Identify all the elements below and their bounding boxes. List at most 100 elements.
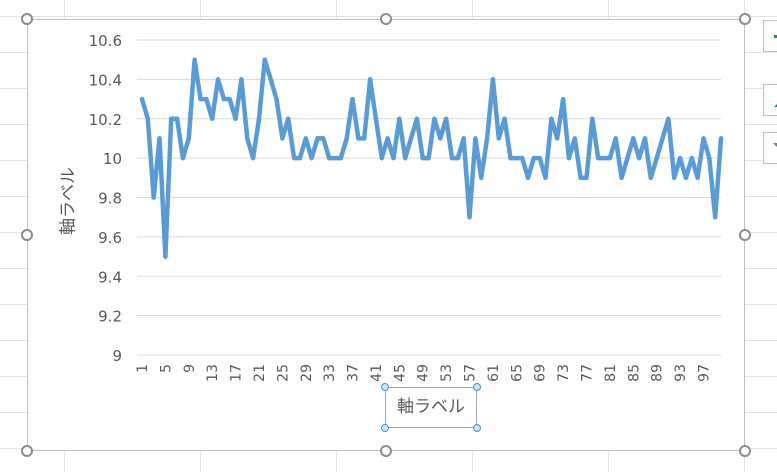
data-point <box>373 116 379 121</box>
resize-handle[interactable] <box>21 445 33 457</box>
data-point <box>245 136 250 141</box>
data-point <box>537 155 542 161</box>
data-point <box>461 136 466 141</box>
data-point <box>601 155 607 161</box>
data-point <box>449 155 455 161</box>
data-point <box>262 57 268 62</box>
data-point <box>438 136 443 141</box>
data-point <box>560 96 566 102</box>
data-point <box>227 96 232 102</box>
y-axis-title[interactable]: 軸ラベル <box>58 167 79 235</box>
data-point <box>344 136 349 141</box>
data-point <box>321 136 326 141</box>
x-tick-label: 37 <box>346 364 362 382</box>
resize-handle[interactable] <box>739 13 751 25</box>
data-point <box>712 214 718 220</box>
data-point <box>677 155 683 161</box>
resize-handle[interactable] <box>21 229 33 241</box>
data-point <box>420 155 425 161</box>
data-point <box>654 155 659 161</box>
y-tick-label: 10.2 <box>89 111 122 129</box>
data-point <box>683 175 689 181</box>
data-point <box>718 136 724 141</box>
data-point <box>280 136 285 141</box>
data-point <box>385 136 390 141</box>
data-point <box>613 136 618 141</box>
y-tick-label: 9 <box>112 347 122 365</box>
data-point <box>362 136 367 141</box>
data-point <box>584 175 589 181</box>
y-tick-label: 9.6 <box>98 229 122 247</box>
data-point <box>291 155 297 161</box>
data-point <box>572 136 577 141</box>
chart-styles-button[interactable] <box>763 84 777 116</box>
data-point <box>145 116 151 121</box>
data-point <box>391 155 396 161</box>
data-point <box>701 136 706 141</box>
data-point <box>326 155 332 161</box>
data-point <box>426 155 431 161</box>
x-tick-label: 93 <box>673 364 689 382</box>
resize-handle[interactable] <box>380 13 392 25</box>
data-point <box>286 116 291 121</box>
data-point <box>198 96 203 102</box>
x-axis-title[interactable]: 軸ラベル <box>397 397 465 417</box>
data-point <box>525 175 531 181</box>
resize-handle[interactable] <box>739 229 751 241</box>
resize-handle[interactable] <box>21 13 33 25</box>
data-point <box>233 116 238 121</box>
x-tick-label: 25 <box>275 364 291 382</box>
data-point <box>519 155 525 161</box>
data-point <box>432 116 437 121</box>
selection-handle[interactable] <box>381 383 389 391</box>
x-axis-title-selection[interactable] <box>385 387 477 428</box>
y-tick-label: 10.6 <box>89 32 122 50</box>
data-point <box>666 116 671 121</box>
data-point <box>508 155 513 161</box>
chart-filters-button[interactable] <box>763 132 777 164</box>
data-point <box>274 96 279 102</box>
x-tick-label: 77 <box>579 364 595 382</box>
plus-icon <box>774 35 777 38</box>
x-tick-label: 97 <box>696 364 712 382</box>
data-point <box>256 116 262 121</box>
data-point <box>490 77 496 82</box>
data-point <box>309 155 314 161</box>
x-tick-label: 57 <box>463 364 479 382</box>
x-tick-label: 17 <box>229 364 245 382</box>
selection-handle[interactable] <box>473 424 481 432</box>
data-point <box>402 155 408 161</box>
y-tick-label: 9.4 <box>98 268 122 286</box>
data-point <box>163 254 168 259</box>
x-tick-label: 69 <box>533 364 549 382</box>
x-tick-label: 5 <box>158 364 174 373</box>
data-point <box>566 155 572 161</box>
data-point <box>350 96 355 102</box>
data-point <box>443 116 449 121</box>
chart-elements-button[interactable] <box>763 20 777 52</box>
data-point <box>555 136 560 141</box>
data-point <box>157 136 162 141</box>
y-tick-label: 10.4 <box>89 71 122 89</box>
data-point <box>414 116 420 121</box>
data-point <box>648 175 654 181</box>
x-tick-label: 9 <box>182 364 198 373</box>
data-point <box>619 175 624 181</box>
resize-handle[interactable] <box>380 445 392 457</box>
data-point <box>397 116 402 121</box>
data-point <box>514 155 519 161</box>
data-point <box>549 116 554 121</box>
selection-handle[interactable] <box>473 383 481 391</box>
data-point <box>455 155 461 161</box>
data-point <box>297 155 303 161</box>
x-tick-label: 45 <box>392 364 408 382</box>
data-point <box>169 116 174 121</box>
data-point <box>221 96 227 102</box>
resize-handle[interactable] <box>739 445 751 457</box>
data-point <box>379 155 384 161</box>
data-point <box>467 214 472 220</box>
data-point <box>672 175 677 181</box>
selection-handle[interactable] <box>381 424 389 432</box>
data-point <box>151 195 156 200</box>
